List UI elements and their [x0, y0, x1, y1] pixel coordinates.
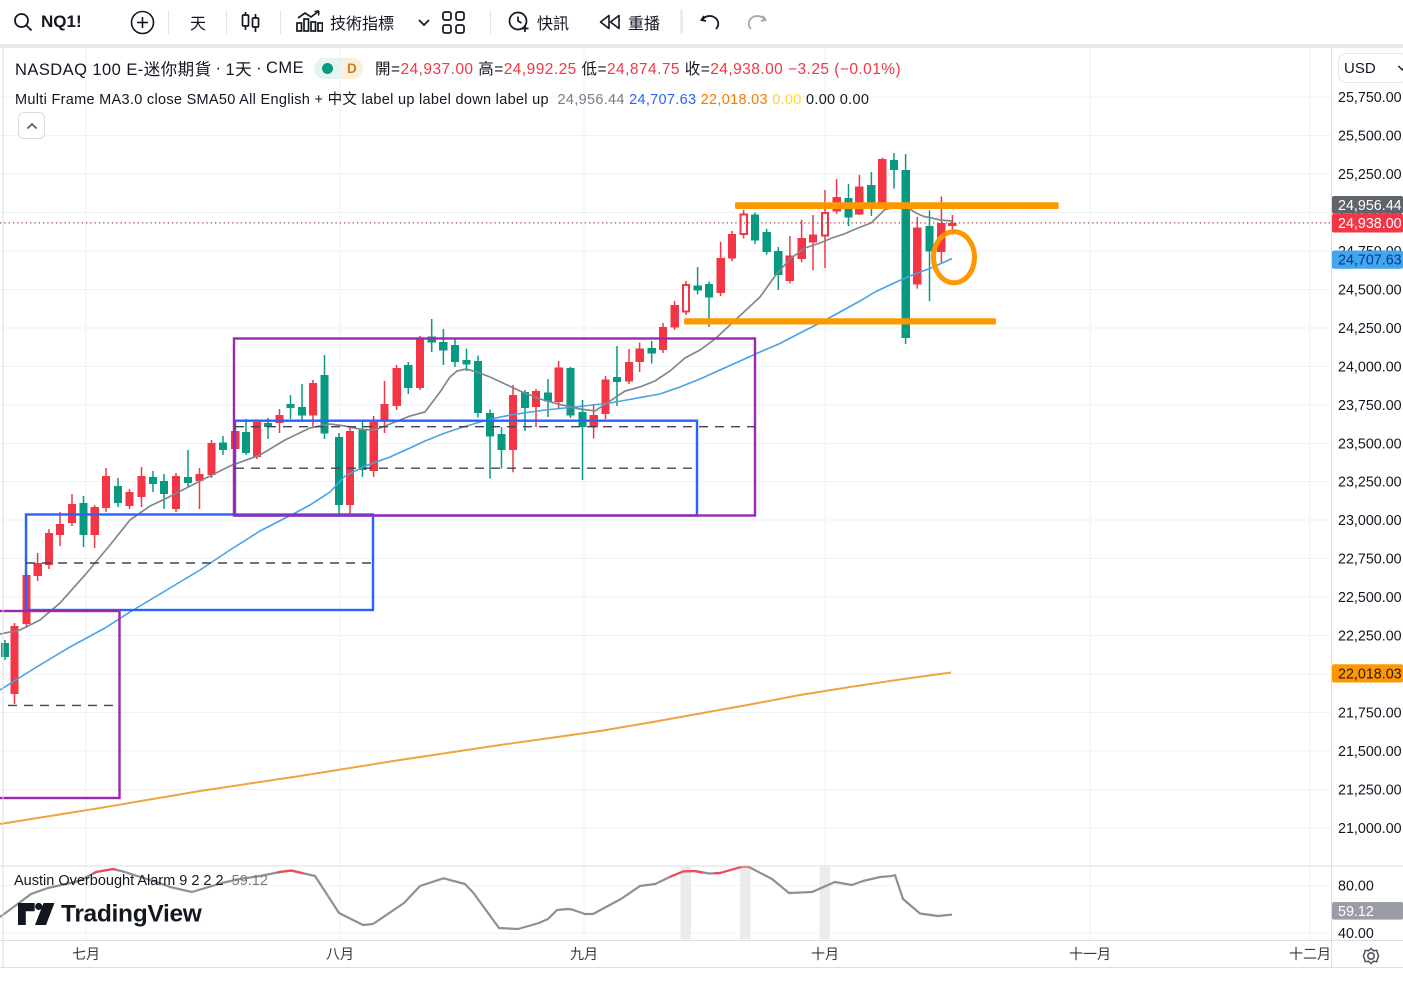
svg-text:40.00: 40.00: [1338, 926, 1374, 942]
svg-text:24,500.00: 24,500.00: [1338, 282, 1402, 298]
svg-text:十一月: 十一月: [1069, 946, 1111, 962]
svg-text:22,018.03: 22,018.03: [1338, 666, 1402, 682]
svg-text:24,000.00: 24,000.00: [1338, 359, 1402, 375]
svg-text:21,500.00: 21,500.00: [1338, 744, 1402, 760]
svg-text:九月: 九月: [570, 946, 598, 962]
svg-text:24,938.00: 24,938.00: [1338, 216, 1402, 232]
svg-text:21,750.00: 21,750.00: [1338, 706, 1402, 722]
svg-text:80.00: 80.00: [1338, 878, 1374, 894]
svg-text:24,956.44: 24,956.44: [1338, 198, 1402, 214]
svg-text:21,000.00: 21,000.00: [1338, 821, 1402, 837]
svg-text:25,500.00: 25,500.00: [1338, 129, 1402, 145]
svg-text:59.12: 59.12: [1338, 904, 1374, 920]
svg-text:24,707.63: 24,707.63: [1338, 253, 1402, 269]
svg-text:七月: 七月: [72, 946, 100, 962]
svg-text:十二月: 十二月: [1289, 946, 1331, 962]
svg-text:22,750.00: 22,750.00: [1338, 552, 1402, 568]
svg-text:21,250.00: 21,250.00: [1338, 783, 1402, 799]
svg-text:23,500.00: 23,500.00: [1338, 436, 1402, 452]
svg-text:十月: 十月: [811, 946, 839, 962]
svg-text:23,000.00: 23,000.00: [1338, 513, 1402, 529]
svg-text:24,250.00: 24,250.00: [1338, 321, 1402, 337]
svg-text:TradingView: TradingView: [61, 901, 203, 928]
svg-text:22,250.00: 22,250.00: [1338, 629, 1402, 645]
svg-text:八月: 八月: [326, 946, 354, 962]
svg-text:22,500.00: 22,500.00: [1338, 590, 1402, 606]
svg-text:25,750.00: 25,750.00: [1338, 90, 1402, 106]
svg-text:23,250.00: 23,250.00: [1338, 475, 1402, 491]
svg-text:23,750.00: 23,750.00: [1338, 398, 1402, 414]
svg-text:25,250.00: 25,250.00: [1338, 167, 1402, 183]
